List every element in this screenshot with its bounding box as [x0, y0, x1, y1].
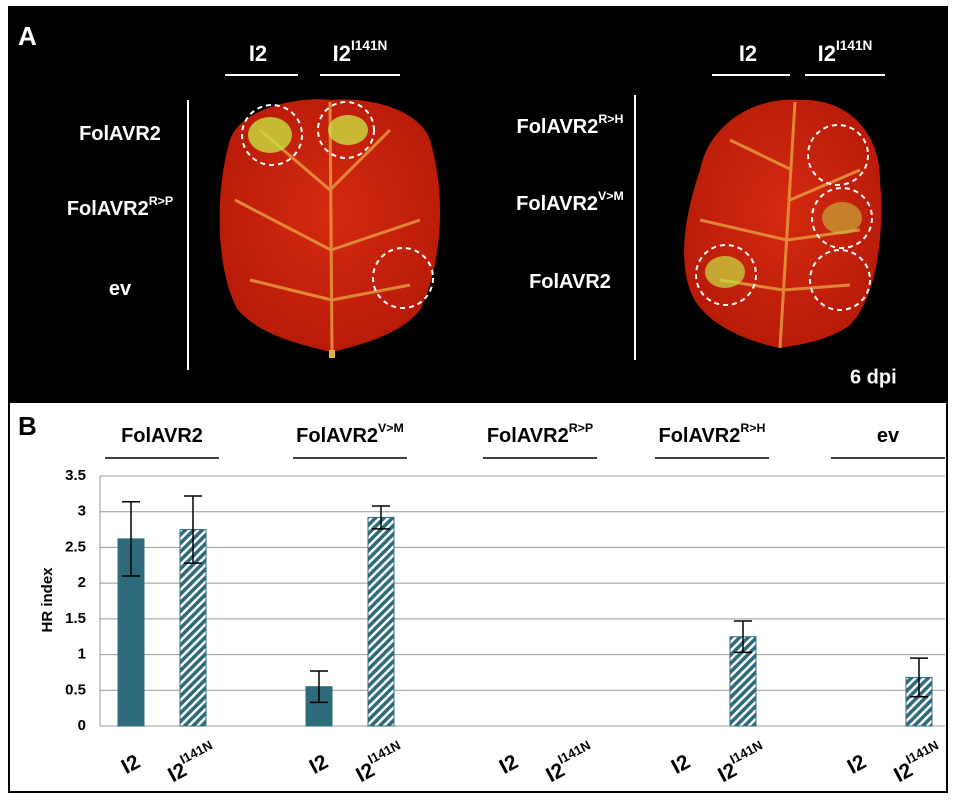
group-label-sup: R>P [569, 421, 593, 435]
group-label-sup: V>M [378, 421, 404, 435]
group-label: FolAVR2 [121, 425, 203, 447]
bar [368, 517, 394, 726]
row-label-base: ev [109, 278, 132, 300]
group-label-base: FolAVR2 [659, 425, 741, 447]
y-tick-label: 1.5 [65, 610, 86, 627]
group-label-base: FolAVR2 [487, 425, 569, 447]
column-label: I2 [249, 41, 267, 66]
y-tick-label: 3.5 [65, 467, 86, 484]
row-label-sup: R>P [149, 194, 173, 208]
column-label: I2 [739, 41, 757, 66]
panel-b-frame [9, 402, 947, 792]
group-label-sup: R>H [740, 421, 765, 435]
y-tick-label: 1 [78, 646, 86, 663]
group-label-base: FolAVR2 [296, 425, 378, 447]
row-label: FolAVR2 [79, 123, 161, 145]
column-label-base: I2 [249, 41, 267, 66]
note: 6 dpi [850, 366, 897, 388]
y-tick-label: 2.5 [65, 538, 86, 555]
row-label-sup: V>M [598, 189, 624, 203]
y-tick-label: 0.5 [65, 681, 86, 698]
row-label-base: FolAVR2 [516, 193, 598, 215]
column-label-base: I2 [739, 41, 757, 66]
column-label-base: I2 [818, 41, 836, 66]
column-label-sup: I141N [351, 38, 387, 53]
row-label-base: FolAVR2 [517, 116, 599, 138]
panel-label: B [18, 411, 37, 441]
row-label-base: FolAVR2 [67, 198, 149, 220]
row-label: ev [109, 278, 132, 300]
column-label-base: I2 [333, 41, 351, 66]
y-tick-label: 2 [78, 574, 86, 591]
row-label: FolAVR2 [529, 271, 611, 293]
group-label: ev [877, 425, 900, 447]
row-label-base: FolAVR2 [79, 123, 161, 145]
panel-label: A [18, 21, 37, 51]
left-leaf [220, 99, 440, 358]
figure: A 6 dpi B HR index I2I2I141NFolAVR2FolAV… [0, 0, 954, 796]
y-axis-title: HR index [39, 567, 56, 633]
group-label-base: ev [877, 425, 900, 447]
y-tick-label: 3 [78, 503, 86, 520]
row-label-sup: R>H [598, 112, 623, 126]
y-tick-label: 0 [78, 717, 86, 734]
group-label-base: FolAVR2 [121, 425, 203, 447]
row-label-base: FolAVR2 [529, 271, 611, 293]
column-label-sup: I141N [836, 38, 872, 53]
